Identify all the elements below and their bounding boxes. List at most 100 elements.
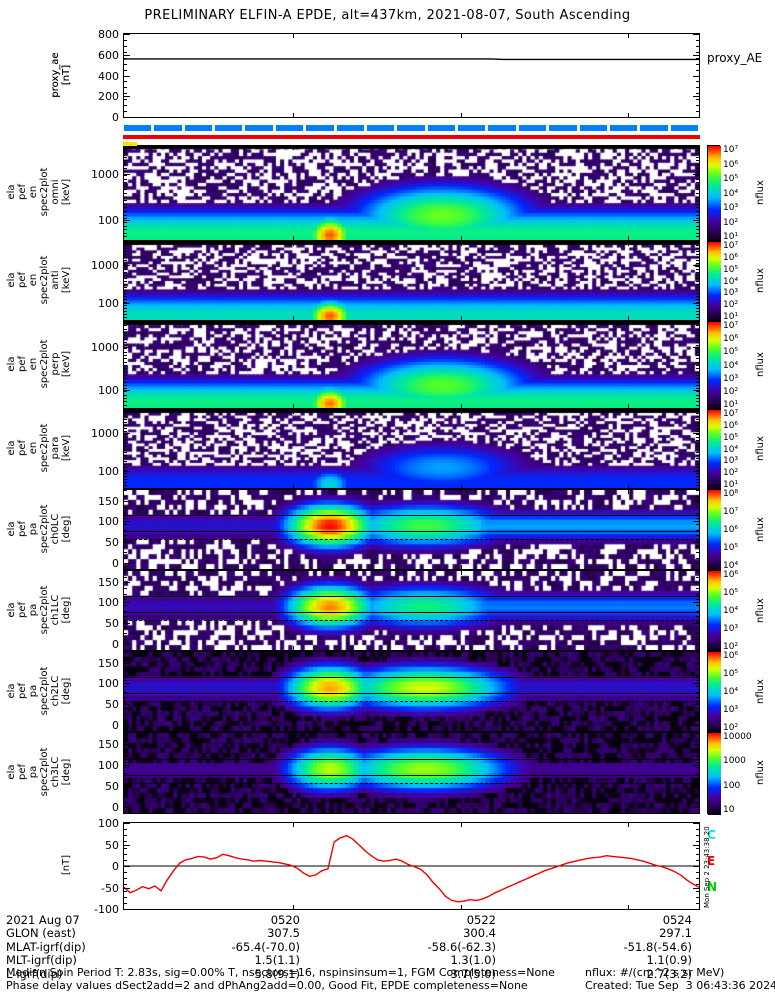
minor-tick <box>696 302 700 303</box>
xtick-mark <box>460 236 462 241</box>
minor-tick <box>696 263 700 264</box>
minor-tick <box>123 193 127 194</box>
panel-ylabel-line: pa <box>28 684 39 697</box>
colorbar-tick-label: 10⁶ <box>723 525 739 535</box>
colorbar-gradient <box>708 242 721 322</box>
ytick-label: 100 <box>98 297 119 311</box>
panel-en_perp <box>123 321 700 409</box>
minor-tick <box>123 461 127 462</box>
ytick-mark <box>123 643 130 645</box>
panel-ylabel-line: [keV] <box>61 266 72 294</box>
minor-tick <box>123 419 127 420</box>
minor-tick <box>123 153 127 155</box>
spectrogram-image <box>124 322 699 408</box>
ytick-mark <box>123 471 130 473</box>
colorbar-en_perp <box>707 321 721 410</box>
coverage-segment <box>245 125 273 131</box>
panel-pa_ch3 <box>123 732 700 814</box>
minor-tick <box>696 773 700 774</box>
minor-tick <box>696 482 700 483</box>
xtick-mark <box>460 646 462 651</box>
xtick-mark <box>627 489 629 494</box>
panel-ylabel-line: pef <box>17 763 28 781</box>
panel-ylabel-line: ela <box>6 184 17 200</box>
coverage-segment <box>670 125 698 131</box>
xtick-mark <box>293 241 295 246</box>
minor-tick <box>696 260 700 261</box>
minor-tick <box>696 185 700 187</box>
anti-loss-cone-line <box>124 538 699 540</box>
panel-en_para <box>123 409 700 489</box>
minor-tick <box>696 394 700 396</box>
ytick-mark <box>123 806 130 808</box>
xtick-mark <box>627 321 629 326</box>
coverage-segment <box>518 125 547 131</box>
minor-tick <box>123 896 127 898</box>
ytick-mark <box>693 471 700 473</box>
ytick-mark <box>123 581 130 583</box>
minor-tick <box>123 185 127 187</box>
minor-tick <box>696 245 700 246</box>
coverage-segment <box>275 125 304 131</box>
panel-pa_ch0 <box>123 489 700 570</box>
ytick-mark <box>693 173 700 175</box>
xtick-mark <box>293 409 295 414</box>
minor-tick <box>123 902 127 904</box>
xtick-mark <box>627 822 629 827</box>
coverage-segment <box>579 125 607 131</box>
fgm-legend-c: C <box>707 828 716 842</box>
minor-tick <box>696 63 700 65</box>
minor-tick <box>696 167 700 169</box>
panel-ylabel-line: spec2plot <box>39 747 50 797</box>
minor-tick <box>123 290 127 291</box>
anti-loss-cone-line <box>124 619 699 621</box>
axis-row-label: MLT-igrf(dip) <box>6 953 77 968</box>
minor-tick <box>696 428 700 429</box>
axis-value-l: 3.7(5.0) <box>450 966 496 981</box>
xtick-mark <box>460 727 462 732</box>
minor-tick <box>696 571 700 572</box>
minor-tick <box>123 495 127 497</box>
axis-value-mlt: 1.1(0.9) <box>646 953 692 968</box>
colorbar-tick-label: 10⁷ <box>723 145 739 155</box>
footer-left-line1: Median Spin Period T: 2.83s, sig=0.00% T… <box>6 966 555 979</box>
minor-tick <box>123 75 127 77</box>
xtick-mark <box>460 316 462 321</box>
creation-timestamp-sidenote: Mon Sep 2 23:43:38 20 <box>703 826 711 908</box>
colorbar-tick-label: 10⁶ <box>723 570 739 580</box>
minor-tick <box>123 189 127 191</box>
minor-tick <box>123 105 127 107</box>
minor-tick <box>123 657 127 659</box>
minor-tick <box>696 81 700 83</box>
ytick-label: 50 <box>105 698 119 712</box>
minor-tick <box>123 287 127 288</box>
minor-tick <box>696 467 700 468</box>
ytick-mark <box>123 704 130 706</box>
minor-tick <box>123 884 127 886</box>
minor-tick <box>123 464 127 465</box>
minor-tick <box>123 872 127 874</box>
minor-tick <box>123 251 127 252</box>
minor-tick <box>123 391 127 393</box>
minor-tick <box>123 674 127 676</box>
minor-tick <box>696 391 700 393</box>
minor-tick <box>696 807 700 809</box>
panel-ylabel-line: spec2plot <box>39 339 50 389</box>
colorbar-tick-label: 10⁴ <box>723 360 739 371</box>
colorbar-tick-label: 10⁴ <box>723 444 739 455</box>
minor-tick <box>123 34 127 35</box>
minor-tick <box>696 563 700 565</box>
minor-tick <box>696 269 700 270</box>
ytick-label: 100 <box>98 213 119 227</box>
minor-tick <box>696 652 700 653</box>
minor-tick <box>696 784 700 786</box>
minor-tick <box>123 708 127 710</box>
colorbar-tick-label: 10 <box>723 805 735 815</box>
minor-tick <box>123 381 127 383</box>
panel-ylabel-line: en <box>28 441 39 455</box>
loss-cone-line <box>124 515 699 517</box>
minor-tick <box>696 593 700 595</box>
minor-tick <box>123 328 127 330</box>
minor-tick <box>696 546 700 548</box>
minor-tick <box>123 546 127 548</box>
